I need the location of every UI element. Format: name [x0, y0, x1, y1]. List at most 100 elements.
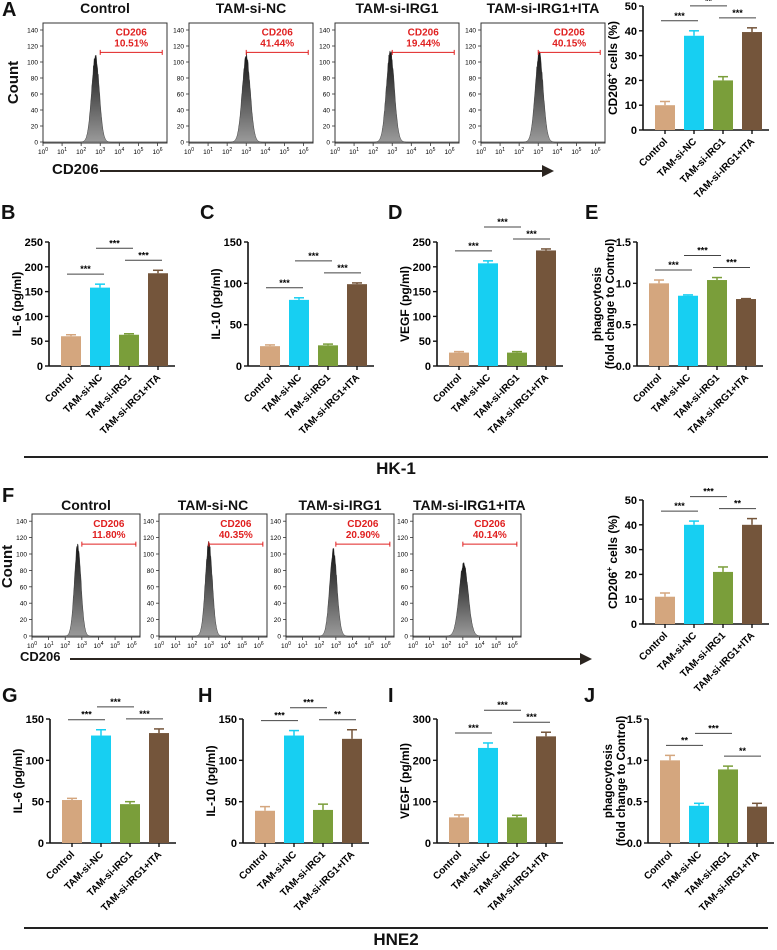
significance-label: *** — [138, 250, 149, 260]
y-tick-label: 200 — [25, 262, 43, 274]
significance-label: *** — [279, 278, 290, 288]
x-tick-label: 102 — [314, 641, 324, 650]
bar-chart-g-il6: 050100150ControlTAM-si-NCTAM-si-IRG1TAM-… — [11, 697, 176, 914]
y-tick-label: 0 — [23, 634, 27, 641]
y-tick-label: 200 — [413, 755, 431, 767]
x-tick-base: 10 — [279, 149, 287, 156]
y-axis-label: VEGF (pg/ml) — [398, 743, 412, 819]
significance-label: *** — [668, 260, 679, 270]
y-tick-label: 20 — [625, 75, 637, 87]
y-tick-label: 40 — [625, 520, 637, 532]
x-tick-label: 102 — [187, 641, 197, 650]
x-tick-base: 10 — [368, 149, 376, 156]
bar-chart-a-cd206: 01020304050ControlTAM-si-NCTAM-si-IRG1TA… — [605, 0, 769, 201]
significance-label: *** — [697, 246, 708, 256]
y-tick-label: 100 — [26, 755, 44, 767]
significance-label: *** — [674, 11, 685, 21]
y-tick-label: 140 — [27, 28, 38, 35]
y-tick-label: 150 — [224, 237, 242, 249]
x-tick-exponent: 6 — [160, 147, 163, 153]
y-tick-label: 10 — [625, 594, 637, 606]
y-tick-label: 80 — [31, 76, 39, 83]
y-tick-label: 100 — [143, 552, 154, 559]
y-axis-label: VEGF (pg/ml) — [398, 266, 412, 342]
x-tick-label: 100 — [476, 147, 486, 156]
y-tick-label: 0 — [236, 361, 242, 373]
x-tick-exponent: 6 — [452, 147, 455, 153]
x-tick-exponent: 4 — [355, 641, 358, 647]
bar-control — [61, 336, 81, 366]
bar-tam-si-irg1-ita — [736, 299, 756, 366]
y-tick-label: 80 — [469, 76, 477, 83]
y-tick-label: 50 — [31, 336, 43, 348]
y-tick-label: 0 — [38, 838, 44, 850]
y-tick-label: 10 — [625, 100, 637, 112]
x-tick-label: 104 — [220, 641, 230, 650]
y-axis-label: IL-6 (pg/ml) — [10, 272, 24, 337]
y-tick-label: 30 — [625, 545, 637, 557]
plot-frame — [188, 22, 314, 144]
bar-chart-c-il10: 050100150ControlTAM-si-NCTAM-si-IRG1TAM-… — [209, 237, 374, 437]
x-tick-exponent: 4 — [101, 641, 104, 647]
x-tick-base: 10 — [441, 643, 449, 650]
x-tick-label: 103 — [77, 641, 87, 650]
bar-tam-si-nc — [289, 299, 309, 366]
x-tick-base: 10 — [298, 149, 306, 156]
y-axis-label: IL-6 (pg/ml) — [11, 749, 25, 814]
y-tick-label: 0 — [425, 361, 431, 373]
y-tick-label: 150 — [219, 714, 237, 726]
x-tick-exponent: 6 — [388, 641, 391, 647]
gate-label: CD206 — [347, 519, 379, 530]
significance-label: *** — [674, 501, 685, 511]
x-tick-base: 10 — [425, 643, 433, 650]
significance-label: ** — [681, 735, 689, 745]
y-tick-label: 120 — [465, 44, 476, 51]
significance-label: *** — [732, 8, 743, 18]
x-tick-label: 102 — [76, 147, 86, 156]
y-tick-label: 80 — [274, 568, 282, 575]
y-tick-label: 40 — [625, 26, 637, 38]
y-tick-label: 0 — [180, 140, 184, 147]
y-tick-label: 1.0 — [616, 278, 631, 290]
y-tick-label: 0 — [472, 140, 476, 147]
y-tick-label: 60 — [323, 92, 331, 99]
y-tick-label: 40 — [401, 601, 409, 608]
y-tick-label: 100 — [319, 60, 330, 67]
cd206-axis-label-a: CD206 — [52, 161, 99, 178]
x-tick-exponent: 1 — [502, 147, 505, 153]
histogram-peak — [189, 52, 313, 143]
x-tick-exponent: 5 — [117, 641, 120, 647]
x-tick-exponent: 3 — [394, 147, 397, 153]
divider-hne2 — [24, 927, 768, 929]
y-tick-label: 250 — [25, 237, 43, 249]
x-tick-base: 10 — [476, 149, 484, 156]
panel-label-i: I — [388, 685, 394, 707]
y-tick-label: 60 — [401, 584, 409, 591]
y-tick-label: 80 — [401, 568, 409, 575]
significance-label: ** — [705, 0, 713, 6]
y-tick-label: 40 — [323, 108, 331, 115]
x-tick-label: 104 — [93, 641, 103, 650]
x-tick-exponent: 2 — [229, 147, 232, 153]
significance-label: *** — [80, 264, 91, 274]
significance-label: *** — [708, 723, 719, 733]
bar-tam-si-irg1 — [119, 334, 139, 366]
x-tick-base: 10 — [474, 643, 482, 650]
x-tick-base: 10 — [590, 149, 598, 156]
y-tick-label: 20 — [274, 617, 282, 624]
x-tick-exponent: 3 — [465, 641, 468, 647]
y-tick-label: 50 — [32, 797, 44, 809]
x-tick-exponent: 6 — [598, 147, 601, 153]
y-tick-label: 100 — [465, 60, 476, 67]
x-tick-base: 10 — [347, 643, 355, 650]
bar-tam-si-nc — [90, 287, 110, 366]
x-tick-base: 10 — [281, 643, 289, 650]
x-tick-base: 10 — [203, 149, 211, 156]
x-tick-exponent: 5 — [141, 147, 144, 153]
y-tick-label: 100 — [16, 552, 27, 559]
histogram-title: TAM-si-IRG1 — [298, 497, 382, 513]
bar-tam-si-irg1 — [507, 817, 527, 843]
